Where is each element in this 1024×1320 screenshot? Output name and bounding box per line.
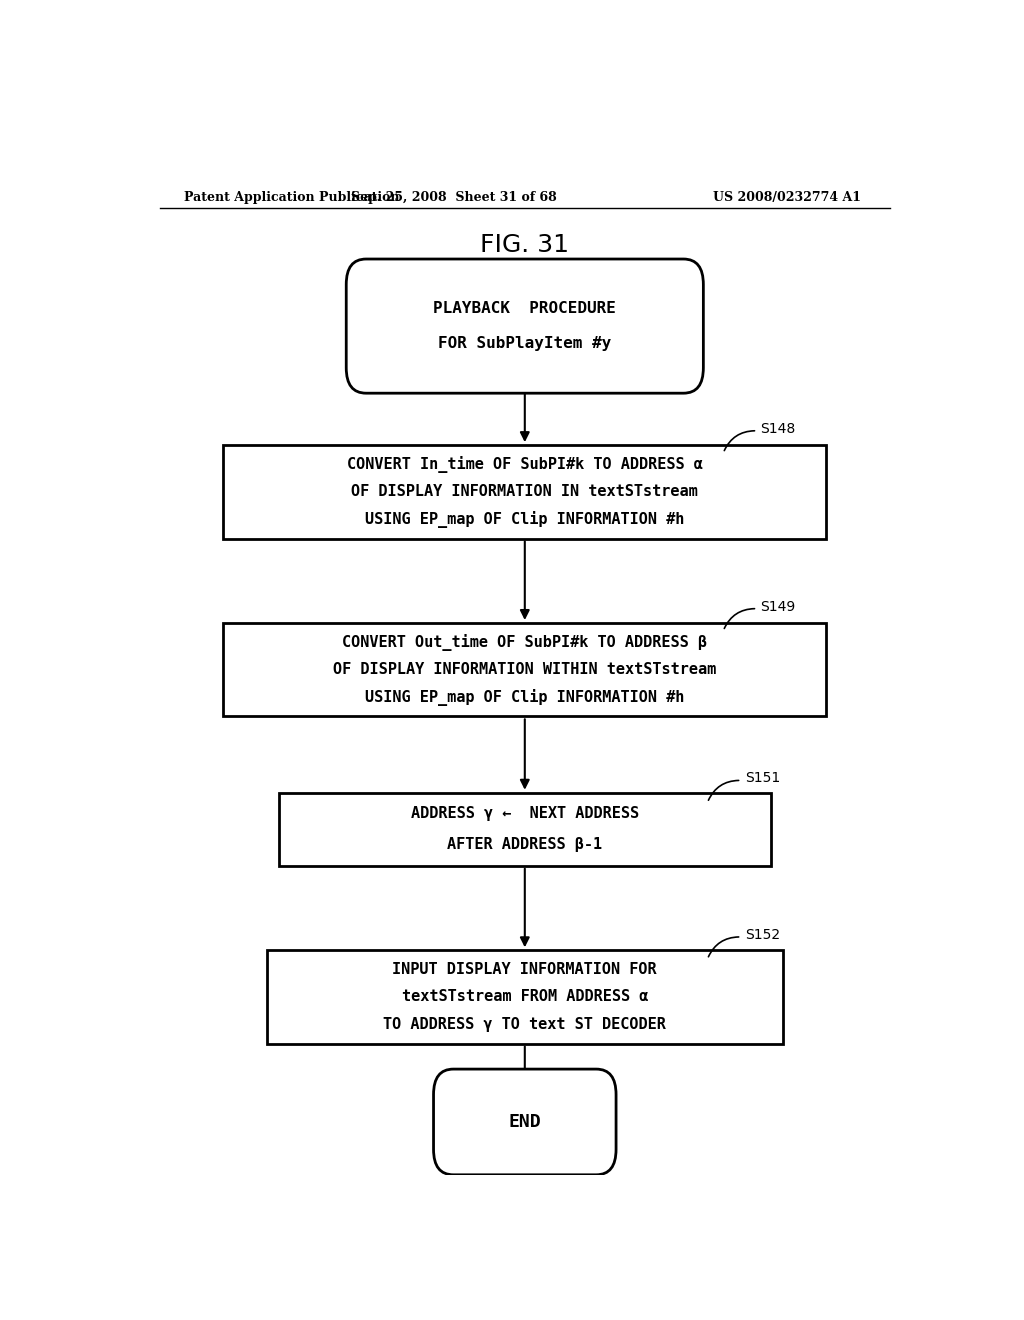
FancyBboxPatch shape xyxy=(346,259,703,393)
Text: textSTstream FROM ADDRESS α: textSTstream FROM ADDRESS α xyxy=(401,990,648,1005)
Text: CONVERT Out_time OF SubPI#k TO ADDRESS β: CONVERT Out_time OF SubPI#k TO ADDRESS β xyxy=(342,634,708,651)
Bar xyxy=(223,623,826,717)
Text: Sep. 25, 2008  Sheet 31 of 68: Sep. 25, 2008 Sheet 31 of 68 xyxy=(350,190,556,203)
Bar xyxy=(223,445,826,539)
Text: CONVERT In_time OF SubPI#k TO ADDRESS α: CONVERT In_time OF SubPI#k TO ADDRESS α xyxy=(347,455,702,473)
Text: INPUT DISPLAY INFORMATION FOR: INPUT DISPLAY INFORMATION FOR xyxy=(392,962,657,977)
Bar xyxy=(267,950,782,1044)
Text: Patent Application Publication: Patent Application Publication xyxy=(183,190,399,203)
Text: FOR SubPlayItem #y: FOR SubPlayItem #y xyxy=(438,337,611,351)
Text: USING EP_map OF Clip INFORMATION #h: USING EP_map OF Clip INFORMATION #h xyxy=(366,511,684,528)
Text: END: END xyxy=(509,1113,541,1131)
Text: ADDRESS γ ←  NEXT ADDRESS: ADDRESS γ ← NEXT ADDRESS xyxy=(411,807,639,821)
Text: S151: S151 xyxy=(744,771,780,785)
Bar xyxy=(279,792,771,866)
Text: FIG. 31: FIG. 31 xyxy=(480,232,569,257)
Text: PLAYBACK  PROCEDURE: PLAYBACK PROCEDURE xyxy=(433,301,616,317)
Text: S152: S152 xyxy=(744,928,779,942)
Text: AFTER ADDRESS β-1: AFTER ADDRESS β-1 xyxy=(447,837,602,851)
Text: S149: S149 xyxy=(761,599,796,614)
Text: OF DISPLAY INFORMATION WITHIN textSTstream: OF DISPLAY INFORMATION WITHIN textSTstre… xyxy=(333,663,717,677)
FancyBboxPatch shape xyxy=(433,1069,616,1175)
Text: S148: S148 xyxy=(761,422,796,436)
Text: US 2008/0232774 A1: US 2008/0232774 A1 xyxy=(713,190,861,203)
Text: USING EP_map OF Clip INFORMATION #h: USING EP_map OF Clip INFORMATION #h xyxy=(366,689,684,706)
Text: OF DISPLAY INFORMATION IN textSTstream: OF DISPLAY INFORMATION IN textSTstream xyxy=(351,484,698,499)
Text: TO ADDRESS γ TO text ST DECODER: TO ADDRESS γ TO text ST DECODER xyxy=(383,1016,667,1032)
